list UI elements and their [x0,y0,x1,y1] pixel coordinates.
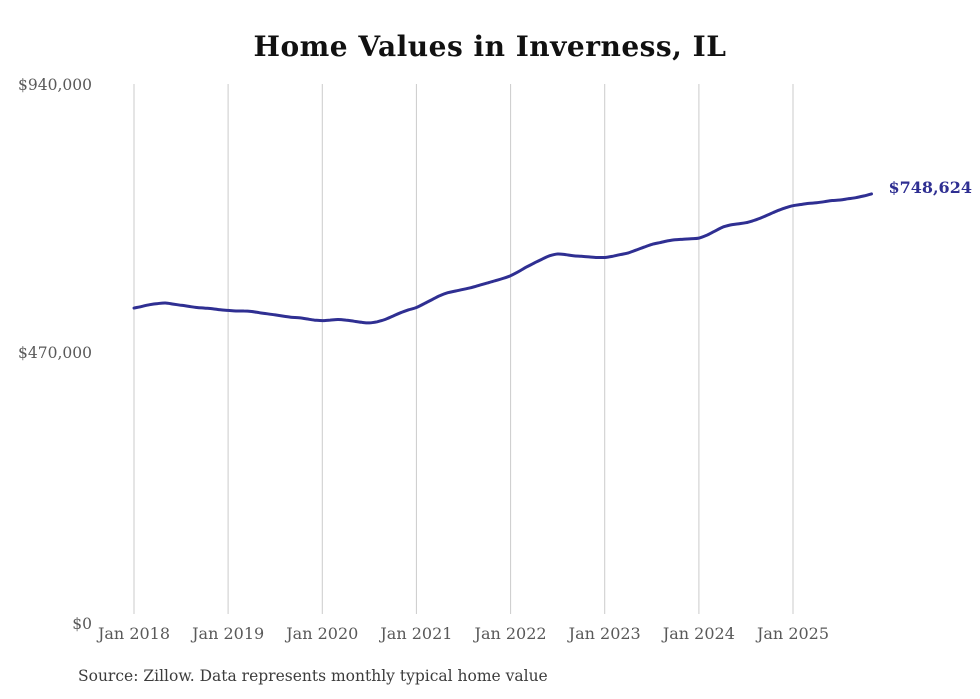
source-note: Source: Zillow. Data represents monthly … [78,667,548,685]
x-tick-label: Jan 2023 [568,624,641,643]
y-tick-label: $470,000 [18,343,92,362]
x-tick-label: Jan 2018 [97,624,171,643]
latest-value-label: $748,624 [888,177,972,197]
x-tick-label: Jan 2024 [662,624,735,643]
y-tick-label: $940,000 [18,76,92,94]
y-tick-label: $0 [72,615,92,633]
home-value-line [132,192,873,325]
x-tick-label: Jan 2022 [474,624,547,643]
x-tick-label: Jan 2021 [380,624,453,643]
x-tick-label: Jan 2020 [286,624,359,643]
x-tick-label: Jan 2025 [756,624,830,643]
chart-title: Home Values in Inverness, IL [253,30,727,63]
x-tick-label: Jan 2019 [192,624,265,643]
